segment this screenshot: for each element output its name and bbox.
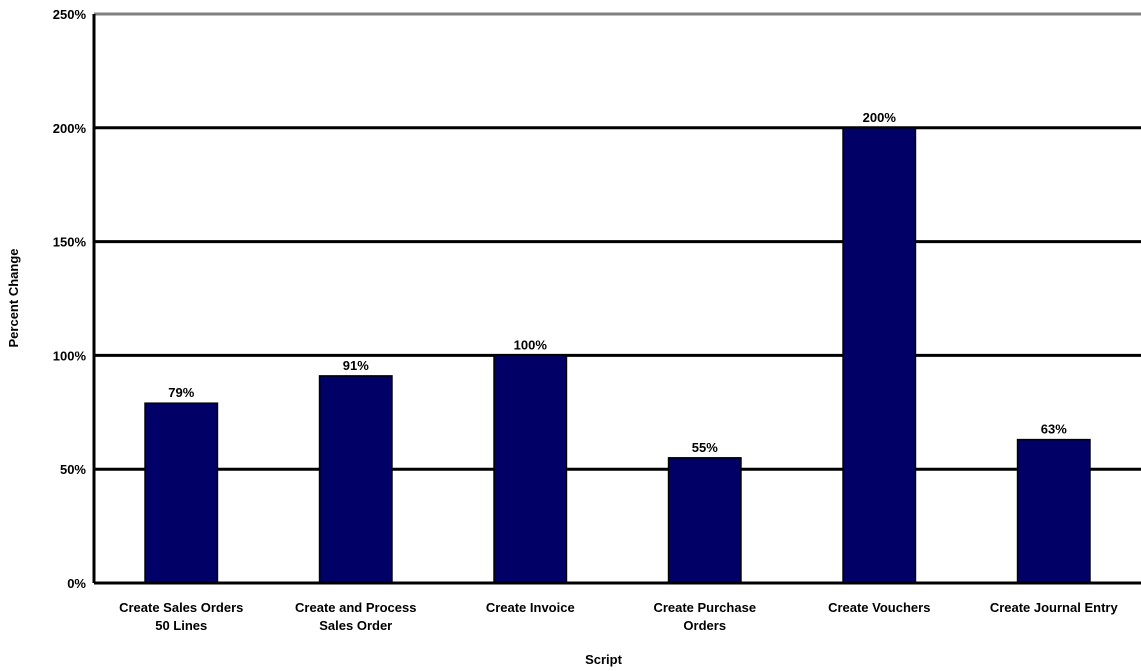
x-tick-label: Create Vouchers xyxy=(828,600,930,615)
y-tick-label: 0% xyxy=(67,576,86,591)
x-tick-label: Sales Order xyxy=(319,618,392,633)
x-tick-label: Orders xyxy=(683,618,726,633)
y-tick-label: 250% xyxy=(53,7,87,22)
bar xyxy=(493,354,568,584)
x-tick-label: 50 Lines xyxy=(155,618,207,633)
x-tick-label: Create Purchase xyxy=(653,600,756,615)
x-tick-label: Create and Process xyxy=(295,600,416,615)
bars xyxy=(144,127,1091,584)
bar xyxy=(144,402,219,584)
y-tick-label: 50% xyxy=(60,462,86,477)
bar-data-label: 100% xyxy=(514,337,548,352)
bar-data-label: 200% xyxy=(863,110,897,125)
bar-data-label: 63% xyxy=(1041,422,1067,437)
axes xyxy=(92,14,1141,585)
y-tick-label: 100% xyxy=(53,348,87,363)
x-axis-title: Script xyxy=(585,652,623,667)
x-tick-label: Create Journal Entry xyxy=(990,600,1119,615)
gridlines xyxy=(94,12,1141,471)
bar xyxy=(667,457,742,584)
y-tick-labels: 0% 50% 100% 150% 200% 250% xyxy=(53,7,87,591)
y-tick-label: 200% xyxy=(53,121,87,136)
bar xyxy=(318,375,393,584)
data-labels: 79% 91% 100% 55% 200% 63% xyxy=(168,110,1067,455)
category-labels: Create Sales Orders 50 Lines Create and Pr… xyxy=(119,600,1118,633)
bar xyxy=(1016,438,1091,584)
y-axis-title: Percent Change xyxy=(6,249,21,348)
x-tick-label: Create Invoice xyxy=(486,600,575,615)
bar-data-label: 55% xyxy=(692,440,718,455)
bar xyxy=(842,127,917,584)
x-tick-label: Create Sales Orders xyxy=(119,600,243,615)
bar-data-label: 91% xyxy=(343,358,369,373)
y-tick-label: 150% xyxy=(53,235,87,250)
bar-data-label: 79% xyxy=(168,385,194,400)
